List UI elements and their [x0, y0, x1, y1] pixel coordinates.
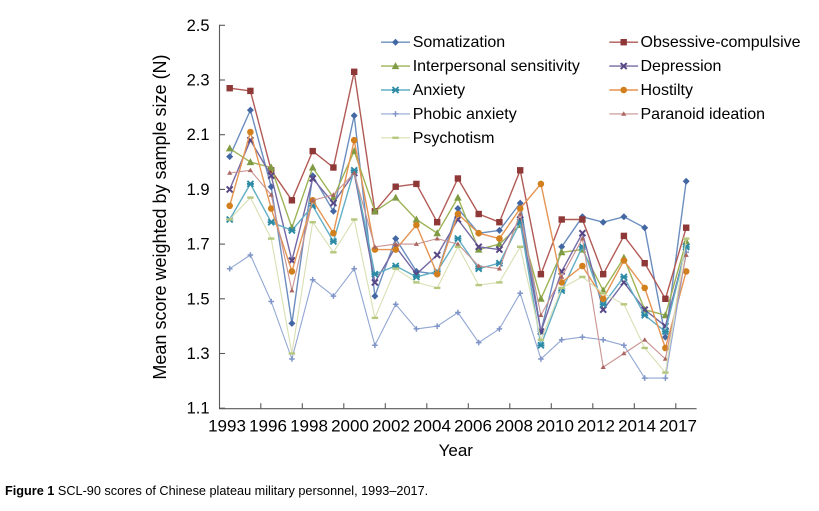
svg-text:1996: 1996: [249, 417, 287, 436]
svg-text:2008: 2008: [495, 417, 533, 436]
svg-text:Depression: Depression: [641, 58, 722, 75]
svg-text:2017: 2017: [659, 417, 697, 436]
svg-text:2002: 2002: [372, 417, 410, 436]
svg-text:1.9: 1.9: [187, 181, 210, 199]
svg-text:1.5: 1.5: [187, 290, 210, 308]
svg-text:1.1: 1.1: [187, 400, 210, 418]
svg-text:Hostilty: Hostilty: [641, 82, 693, 99]
svg-text:Anxiety: Anxiety: [413, 82, 465, 99]
svg-text:Psychotism: Psychotism: [413, 130, 495, 147]
svg-text:2004: 2004: [413, 417, 451, 436]
svg-text:2014: 2014: [618, 417, 656, 436]
svg-text:2.1: 2.1: [187, 126, 210, 144]
svg-text:2.3: 2.3: [187, 72, 210, 90]
svg-text:1993: 1993: [208, 417, 246, 436]
svg-text:Phobic anxiety: Phobic anxiety: [413, 106, 517, 123]
svg-text:Year: Year: [439, 441, 474, 460]
svg-text:Somatization: Somatization: [413, 34, 506, 51]
svg-text:1.7: 1.7: [187, 236, 210, 254]
svg-text:Figure 1 SCL-90 scores of Chin: Figure 1 SCL-90 scores of Chinese platea…: [5, 484, 428, 498]
svg-text:Mean score weighted by sample: Mean score weighted by sample size (N): [150, 54, 170, 379]
svg-text:Obsessive-compulsive: Obsessive-compulsive: [641, 34, 801, 51]
svg-text:Paranoid ideation: Paranoid ideation: [641, 106, 766, 123]
svg-text:2012: 2012: [577, 417, 615, 436]
svg-text:2000: 2000: [331, 417, 369, 436]
svg-text:1998: 1998: [290, 417, 328, 436]
svg-text:1.3: 1.3: [187, 345, 210, 363]
svg-text:2010: 2010: [536, 417, 574, 436]
svg-text:2006: 2006: [454, 417, 492, 436]
svg-text:2.5: 2.5: [187, 17, 210, 35]
svg-text:Interpersonal sensitivity: Interpersonal sensitivity: [413, 58, 580, 75]
